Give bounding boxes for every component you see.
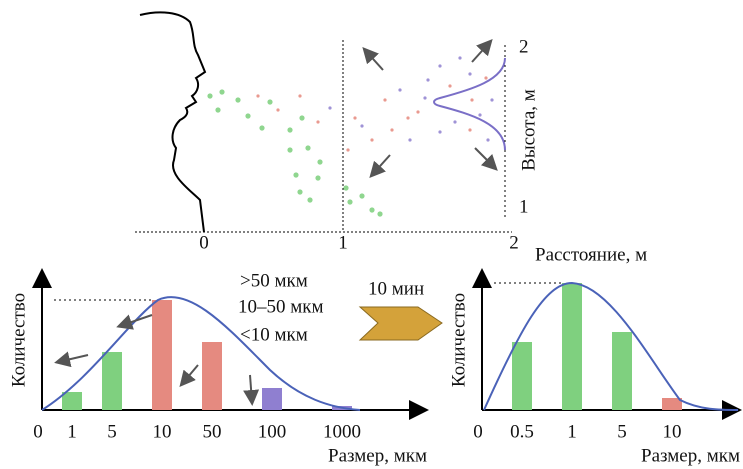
bar [62,392,82,410]
droplet [346,148,350,152]
shift-arrow [54,351,89,368]
y-tick: 1 [519,196,529,217]
droplet [297,189,303,195]
bar [202,342,222,410]
bar [102,352,122,410]
droplet [438,64,442,68]
droplet [490,98,494,102]
droplet [317,159,323,165]
droplet [298,94,302,98]
time-label: 10 мин [368,278,424,299]
droplet [215,107,221,113]
bar [512,342,532,410]
droplet [416,110,420,114]
droplet [359,193,365,199]
shift-arrow [243,374,260,406]
y-label: Количество [448,293,469,387]
height-distribution [433,57,506,151]
droplet [307,197,313,203]
droplet [478,113,482,117]
droplet [406,116,410,120]
droplet [235,97,241,103]
shift-arrows [54,314,260,406]
droplet [408,138,412,142]
x-label: Размер, мкм [641,445,740,466]
droplet [468,72,472,76]
y-label: Количество [8,293,29,387]
droplet [328,106,332,110]
droplet [347,199,353,205]
droplet [315,175,321,181]
droplet [486,138,490,142]
fit-curve [483,281,739,411]
droplet [256,94,260,98]
x-tick-label: 1000 [323,421,361,442]
droplet [398,88,402,92]
droplet [353,116,357,120]
legend-item: <10 мкм [240,324,308,345]
droplet [484,76,488,80]
x-tick: 2 [509,232,519,253]
droplet [360,124,364,128]
x-label: Размер, мкм [328,445,427,466]
droplet [390,128,394,132]
droplet [207,93,213,99]
time-arrow [358,306,443,341]
face-profile [139,11,207,233]
bar [562,283,582,410]
bar [612,332,632,410]
x-label: Расстояние, м [535,244,647,265]
droplet [305,145,311,151]
bar [152,300,172,410]
droplet [267,99,273,105]
bar [662,398,682,410]
droplets [207,56,494,217]
x-tick-label: 0.5 [510,421,534,442]
x-tick-label: 50 [203,421,222,442]
droplet [245,113,251,119]
x-tick-label: 1 [567,421,577,442]
droplet [287,127,293,133]
droplet [299,115,305,121]
x-tick-label: 5 [107,421,117,442]
droplet [448,84,452,88]
y-label: Высота, м [518,89,539,171]
droplet [369,207,375,213]
x-tick-label: 1 [67,421,77,442]
legend-item: 10–50 мкм [238,296,324,317]
x-tick-label: 10 [153,421,172,442]
droplet [468,128,472,132]
droplet [276,108,280,112]
droplet [377,211,383,217]
droplet [316,120,320,124]
shift-arrow [116,314,153,330]
droplet [287,147,293,153]
x-tick-label: 100 [258,421,287,442]
droplet [458,56,462,60]
fit-curve [41,296,361,411]
droplet [423,96,427,100]
spread-arrows [362,39,498,178]
x-tick: 0 [199,232,209,253]
droplet [426,78,430,82]
droplet [383,98,387,102]
droplet [259,125,265,131]
shift-arrow [179,364,199,388]
x-tick-label: 10 [663,421,682,442]
droplet [370,138,374,142]
droplet [293,172,299,178]
droplet [438,130,442,134]
origin-label: 0 [473,421,483,442]
x-tick-label: 5 [617,421,627,442]
bar [262,388,282,410]
droplet [453,120,457,124]
droplet [219,89,225,95]
droplet [343,185,349,191]
origin-label: 0 [33,421,43,442]
y-tick: 2 [519,36,529,57]
x-tick: 1 [338,232,348,253]
legend-item: >50 мкм [240,270,308,291]
droplet [470,98,474,102]
